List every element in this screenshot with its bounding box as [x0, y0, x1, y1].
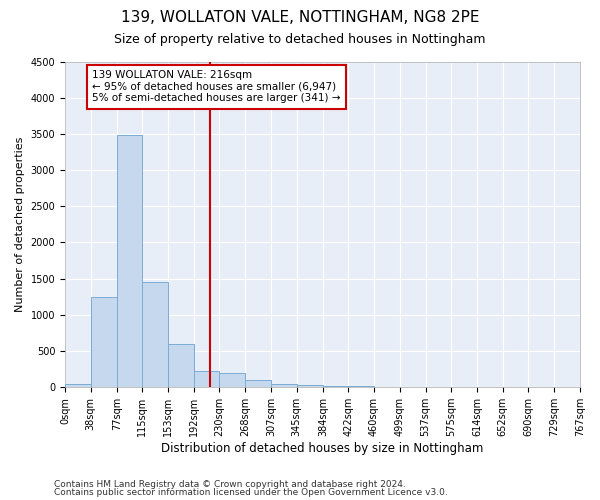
- Bar: [194, 370, 220, 387]
- Text: 139 WOLLATON VALE: 216sqm
← 95% of detached houses are smaller (6,947)
5% of sem: 139 WOLLATON VALE: 216sqm ← 95% of detac…: [92, 70, 340, 103]
- Bar: [349, 386, 374, 387]
- Bar: [91, 296, 117, 387]
- Text: Contains public sector information licensed under the Open Government Licence v3: Contains public sector information licen…: [54, 488, 448, 497]
- X-axis label: Distribution of detached houses by size in Nottingham: Distribution of detached houses by size …: [161, 442, 484, 455]
- Bar: [374, 386, 400, 387]
- Bar: [220, 372, 245, 387]
- Bar: [323, 386, 349, 387]
- Text: 139, WOLLATON VALE, NOTTINGHAM, NG8 2PE: 139, WOLLATON VALE, NOTTINGHAM, NG8 2PE: [121, 10, 479, 25]
- Bar: [168, 344, 194, 387]
- Bar: [271, 384, 296, 387]
- Bar: [296, 385, 323, 387]
- Y-axis label: Number of detached properties: Number of detached properties: [15, 136, 25, 312]
- Bar: [117, 136, 142, 387]
- Text: Contains HM Land Registry data © Crown copyright and database right 2024.: Contains HM Land Registry data © Crown c…: [54, 480, 406, 489]
- Bar: [65, 384, 91, 387]
- Bar: [142, 282, 168, 387]
- Bar: [245, 380, 271, 387]
- Text: Size of property relative to detached houses in Nottingham: Size of property relative to detached ho…: [114, 32, 486, 46]
